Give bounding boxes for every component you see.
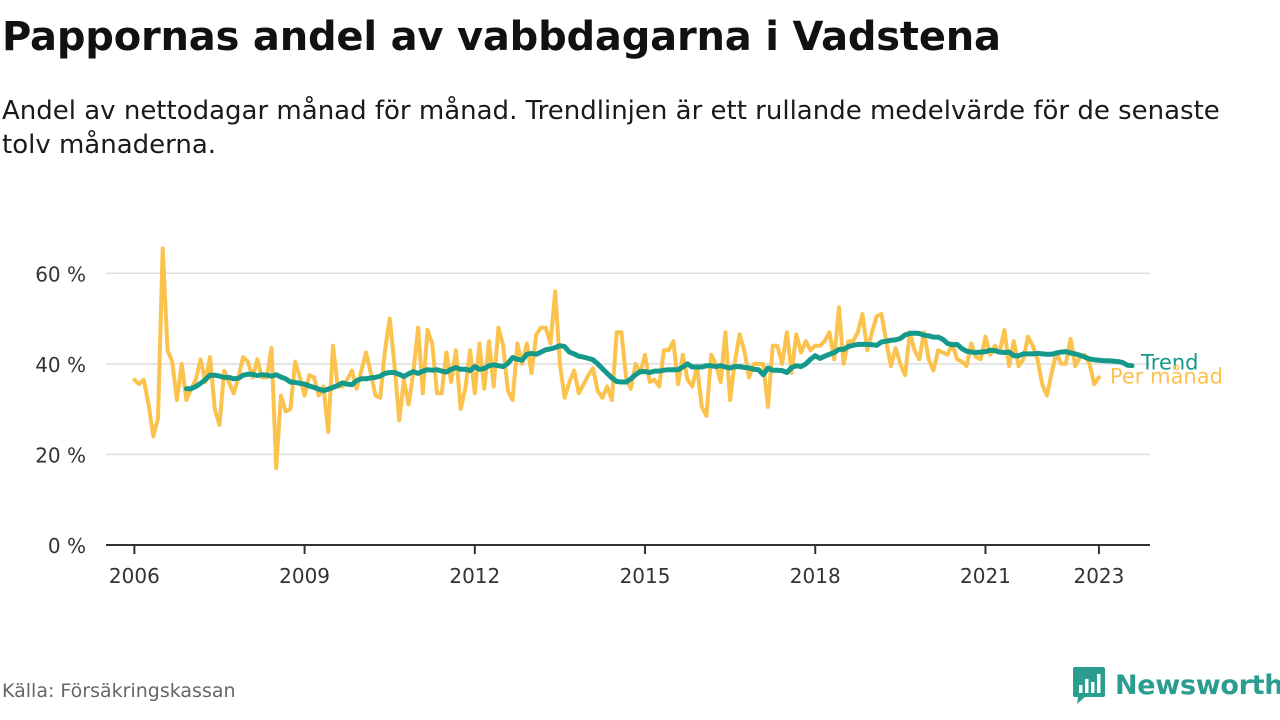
brand-name: Newsworthy — [1115, 669, 1280, 701]
source-note: Källa: Försäkringskassan — [2, 680, 236, 702]
series-monthly-line — [132, 246, 1101, 470]
x-tick-label: 2021 — [960, 564, 1011, 588]
chart-subtitle: Andel av nettodagar månad för månad. Tre… — [2, 96, 1220, 160]
chart-title: Pappornas andel av vabbdagarna i Vadsten… — [2, 14, 1001, 60]
x-axis: 2006 2009 2012 2015 2018 2021 2023 — [106, 544, 1150, 588]
x-tick-label: 2023 — [1073, 564, 1124, 588]
y-tick-label: 40 % — [35, 353, 86, 377]
series-lines — [132, 246, 1135, 470]
y-tick-label: 20 % — [35, 443, 86, 467]
newsworthy-logo-icon — [1073, 667, 1105, 704]
series-label-monthly: Per månad — [1110, 363, 1223, 388]
y-tick-label: 60 % — [35, 262, 86, 286]
x-tick-label: 2015 — [620, 564, 671, 588]
brand-logo: Newsworthy — [1072, 664, 1280, 706]
series-label-trend: Trend — [1140, 351, 1198, 375]
x-tick-label: 2012 — [449, 564, 500, 588]
x-tick-label: 2009 — [279, 564, 330, 588]
line-chart: 0 % 20 % 40 % 60 % 2006 2009 2012 2015 2018 2021… — [35, 246, 1223, 588]
x-tick-label: 2006 — [109, 564, 160, 588]
x-tick-label: 2018 — [790, 564, 841, 588]
gridlines: 0 % 20 % 40 % 60 % — [35, 262, 1150, 558]
series-trend-line — [183, 330, 1135, 394]
y-tick-label: 0 % — [48, 534, 86, 558]
